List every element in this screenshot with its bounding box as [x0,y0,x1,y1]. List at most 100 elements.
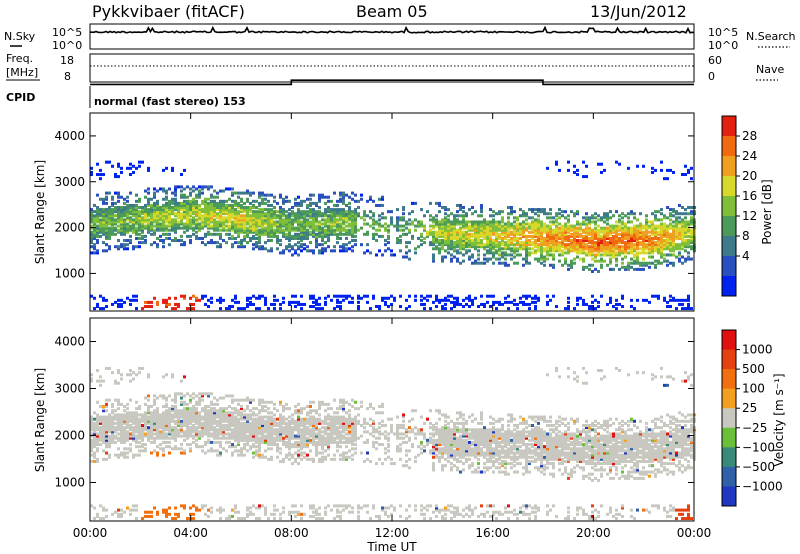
velocity-cell [129,413,132,417]
power-cell [135,307,138,311]
power-cell [231,187,234,191]
power-cell [624,222,627,226]
power-cell [660,208,663,212]
power-cell [543,249,546,253]
power-cell [654,210,657,214]
power-cell [588,232,591,236]
power-cell [318,302,321,306]
power-cell [135,199,138,203]
power-cell [294,216,297,220]
velocity-cell [234,506,237,510]
power-cell [534,257,537,261]
power-cell [615,298,618,302]
velocity-cell [246,508,249,512]
power-cell [399,249,402,253]
power-cell [258,195,261,199]
power-cell [681,241,684,245]
power-cell [207,214,210,218]
power-cell [675,222,678,226]
power-cell [318,243,321,247]
power-cell [354,210,357,214]
velocity-cell [243,432,246,436]
power-cell [600,257,603,261]
power-cell [261,294,264,298]
power-cell [372,199,375,203]
velocity-cell [225,449,228,453]
power-cell [123,245,126,249]
power-cell [306,206,309,210]
power-cell [210,296,213,300]
velocity-cell [108,426,111,430]
velocity-cell [207,392,210,396]
power-cell [195,193,198,197]
power-cell [327,294,330,298]
power-cell [300,243,303,247]
power-cell [327,232,330,236]
power-cell [675,230,678,234]
velocity-cell [96,413,99,417]
power-cell [522,220,525,224]
power-cell [399,294,402,298]
power-cell [660,247,663,251]
power-cell [498,300,501,304]
velocity-cell [123,436,126,440]
power-cell [429,241,432,245]
power-cell [396,220,399,224]
power-cell [174,201,177,205]
power-cell [627,230,630,234]
power-cell [336,241,339,245]
velocity-cell [246,419,249,423]
power-cell [633,216,636,220]
power-cell [282,300,285,304]
power-cell [249,214,252,218]
power-cell [219,210,222,214]
power-cell [312,210,315,214]
power-cell [129,173,132,177]
power-cell [90,230,93,234]
power-cell [474,239,477,243]
power-cell [558,222,561,226]
power-cell [378,224,381,228]
power-cell [345,214,348,218]
power-cell [258,245,261,249]
power-cell [246,226,249,230]
power-cell [501,253,504,257]
power-cell [576,249,579,253]
velocity-cell [162,375,165,379]
power-cell [588,249,591,253]
power-cell [342,193,345,197]
velocity-cell [111,426,114,430]
power-cell [600,243,603,247]
velocity-cell [216,409,219,413]
power-cell [198,203,201,207]
power-cell [252,236,255,240]
power-cell [558,234,561,238]
power-cell [648,261,651,265]
velocity-cell [195,400,198,404]
velocity-cell [219,424,222,428]
power-cell [261,232,264,236]
velocity-cell [198,424,201,428]
power-cell [630,261,633,265]
power-cell [276,201,279,205]
power-cell [252,228,255,232]
power-cell [267,307,270,311]
power-cell [186,199,189,203]
power-cell [147,224,150,228]
power-cell [147,222,150,226]
power-cell [90,170,93,174]
power-cell [615,232,618,236]
power-cell [600,230,603,234]
power-cell [339,245,342,249]
velocity-cell [132,504,135,508]
velocity-cell [174,434,177,438]
velocity-cell [246,428,249,432]
power-cell [624,245,627,249]
power-cell [96,232,99,236]
power-cell [603,234,606,238]
power-cell [174,226,177,230]
power-cell [576,241,579,245]
power-cell [324,247,327,251]
velocity-cell [153,438,156,442]
power-cell [684,220,687,224]
